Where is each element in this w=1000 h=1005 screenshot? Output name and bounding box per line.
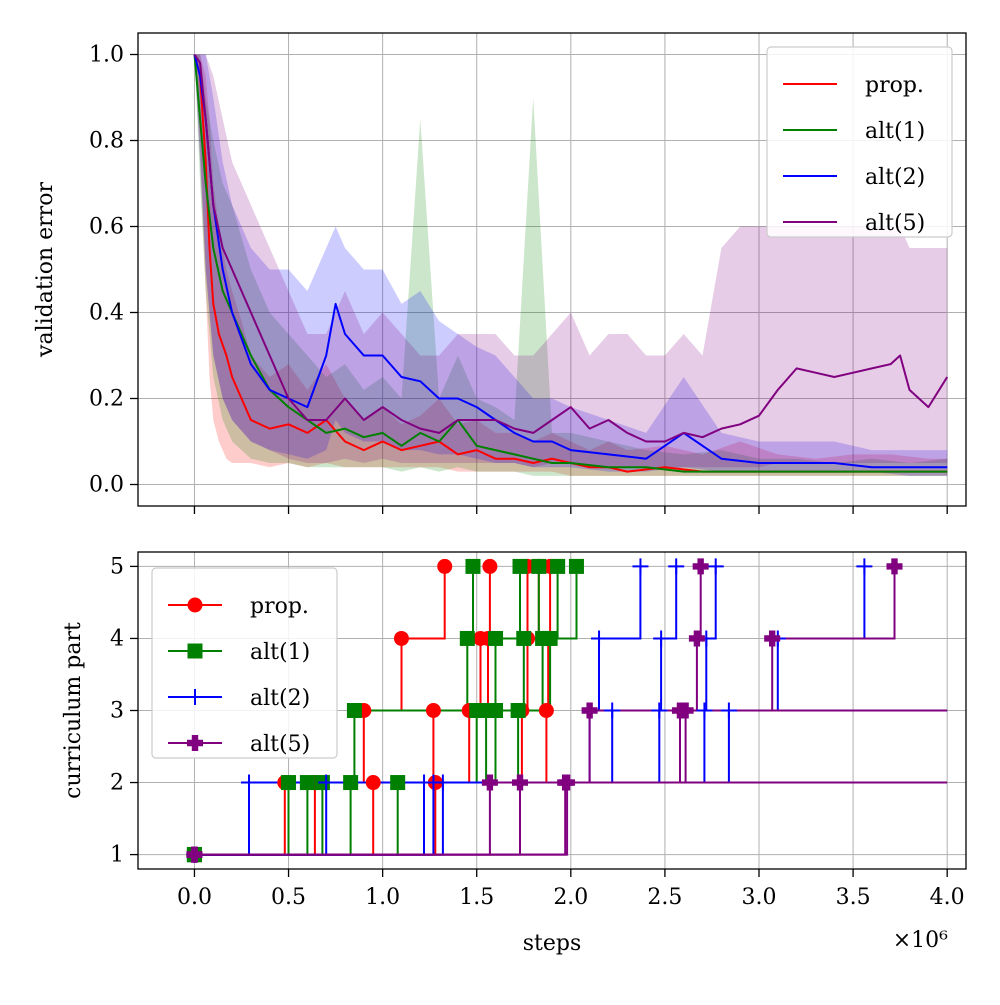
bottom-marker-2-2-2 <box>651 702 668 719</box>
bottom-marker-3-1-1 <box>512 774 529 791</box>
bottom-legend-label-0: prop. <box>250 594 309 619</box>
bottom-marker-3-1-3 <box>764 630 781 647</box>
bottom-marker-2-1-1 <box>318 774 335 791</box>
bottom-marker-3-3-1 <box>559 774 576 791</box>
bottom-marker-3-2-2 <box>677 702 694 719</box>
bottom-marker-2-3-2 <box>696 702 713 719</box>
bottom-xtick-label-7: 3.5 <box>836 885 871 910</box>
top-series-line-3 <box>193 53 949 443</box>
bottom-marker-1-2-4 <box>531 558 547 574</box>
bottom-marker-0-1-4 <box>482 558 498 574</box>
top-band-3 <box>194 54 948 468</box>
bottom-legend-box <box>151 567 338 759</box>
bottom-legend-marker-3 <box>187 735 203 751</box>
bottom-ylabel: curriculum part <box>61 622 86 799</box>
bottom-marker-2-4-2 <box>720 702 737 719</box>
bottom-marker-1-4-4 <box>568 558 584 574</box>
bottom-xtick-label-3: 1.5 <box>459 885 494 910</box>
bottom-marker-1-1-1 <box>299 775 315 791</box>
bottom-step-3-3 <box>194 781 948 856</box>
bottom-ytick-label-1: 2 <box>110 771 124 796</box>
bottom-legend-marker-1 <box>187 643 203 659</box>
top-band-1 <box>194 54 948 476</box>
bottom-ytick-label-2: 3 <box>110 699 124 724</box>
bottom-marker-2-0-1 <box>241 774 258 791</box>
bottom-marker-2-0-4 <box>632 558 649 575</box>
bottom-xtick-label-5: 2.5 <box>647 885 682 910</box>
top-legend-label-3: alt(5) <box>865 211 925 236</box>
bottom-marker-2-1-4 <box>668 558 685 575</box>
bottom-legend-label-3: alt(5) <box>250 732 310 757</box>
bottom-legend-marker-2 <box>187 689 203 705</box>
top-ytick-label-1: 0.2 <box>89 387 124 412</box>
bottom-marker-3-1-4 <box>886 558 903 575</box>
bottom-x-offset-label: ×10⁶ <box>893 928 948 953</box>
bottom-ytick-label-0: 1 <box>110 843 124 868</box>
top-legend-label-0: prop. <box>865 73 924 98</box>
top-legend-label-2: alt(2) <box>865 165 925 190</box>
bottom-ytick-label-3: 4 <box>110 626 124 651</box>
top-ytick-label-5: 1.0 <box>89 43 124 68</box>
bottom-marker-1-4-3 <box>542 630 558 646</box>
bottom-legend-label-2: alt(2) <box>250 686 310 711</box>
bottom-marker-2-4-1 <box>434 774 451 791</box>
bottom-marker-3-0-3 <box>688 630 705 647</box>
bottom-marker-1-2-3 <box>516 630 532 646</box>
top-series-line-2 <box>193 54 948 469</box>
top-band-0 <box>194 54 948 476</box>
bottom-marker-1-3-2 <box>488 703 504 718</box>
bottom-xtick-label-6: 3.0 <box>742 885 777 910</box>
bottom-marker-2-0-3 <box>591 630 608 647</box>
bottom-marker-2-1-2 <box>604 702 621 719</box>
bottom-marker-1-3-4 <box>550 558 566 574</box>
bottom-ytick-label-4: 5 <box>110 554 124 579</box>
top-ytick-label-4: 0.8 <box>89 129 124 154</box>
top-ytick-label-0: 0.0 <box>89 473 124 498</box>
bottom-marker-0-4-2 <box>538 703 554 718</box>
bottom-marker-2-3-4 <box>856 558 873 575</box>
bottom-marker-0-3-1 <box>365 775 381 791</box>
bottom-legend-label-1: alt(1) <box>250 640 310 665</box>
bottom-marker-0-0-4 <box>437 558 453 574</box>
bottom-xlabel: steps <box>523 931 582 956</box>
top-legend-label-1: alt(1) <box>865 119 925 144</box>
bottom-marker-1-0-4 <box>465 558 481 574</box>
bottom-marker-1-0-3 <box>459 630 475 646</box>
bottom-marker-1-0-1 <box>281 775 297 791</box>
bottom-marker-1-0-2 <box>346 703 362 718</box>
bottom-marker-1-4-1 <box>390 775 406 791</box>
bottom-xtick-label-4: 2.0 <box>553 885 588 910</box>
top-band-2 <box>194 54 948 476</box>
bottom-marker-3-0-1 <box>481 774 498 791</box>
bottom-marker-1-1-3 <box>488 630 504 646</box>
bottom-legend-marker-0 <box>187 597 203 613</box>
top-series-line-1 <box>193 54 948 473</box>
bottom-marker-2-2-4 <box>707 558 724 575</box>
top-ytick-label-3: 0.6 <box>89 215 124 240</box>
bottom-marker-0-0-3 <box>393 630 409 646</box>
top-plot-frame <box>137 32 967 507</box>
bottom-marker-3-0-4 <box>692 558 709 575</box>
top-legend-box <box>766 46 953 238</box>
bottom-marker-0-1-2 <box>425 703 441 718</box>
top-ylabel: validation error <box>33 182 58 358</box>
bottom-marker-3-3-0 <box>186 846 203 863</box>
bottom-marker-1-4-2 <box>510 703 526 718</box>
top-ytick-label-2: 0.4 <box>89 301 124 326</box>
bottom-xtick-label-8: 4.0 <box>930 885 965 910</box>
bottom-marker-3-0-2 <box>581 702 598 719</box>
bottom-marker-1-1-4 <box>512 558 528 574</box>
bottom-marker-2-1-3 <box>653 630 670 647</box>
bottom-xtick-label-0: 0.0 <box>177 885 212 910</box>
bottom-xtick-label-2: 1.0 <box>365 885 400 910</box>
bottom-xtick-label-1: 0.5 <box>271 885 306 910</box>
bottom-marker-1-3-1 <box>343 775 359 791</box>
